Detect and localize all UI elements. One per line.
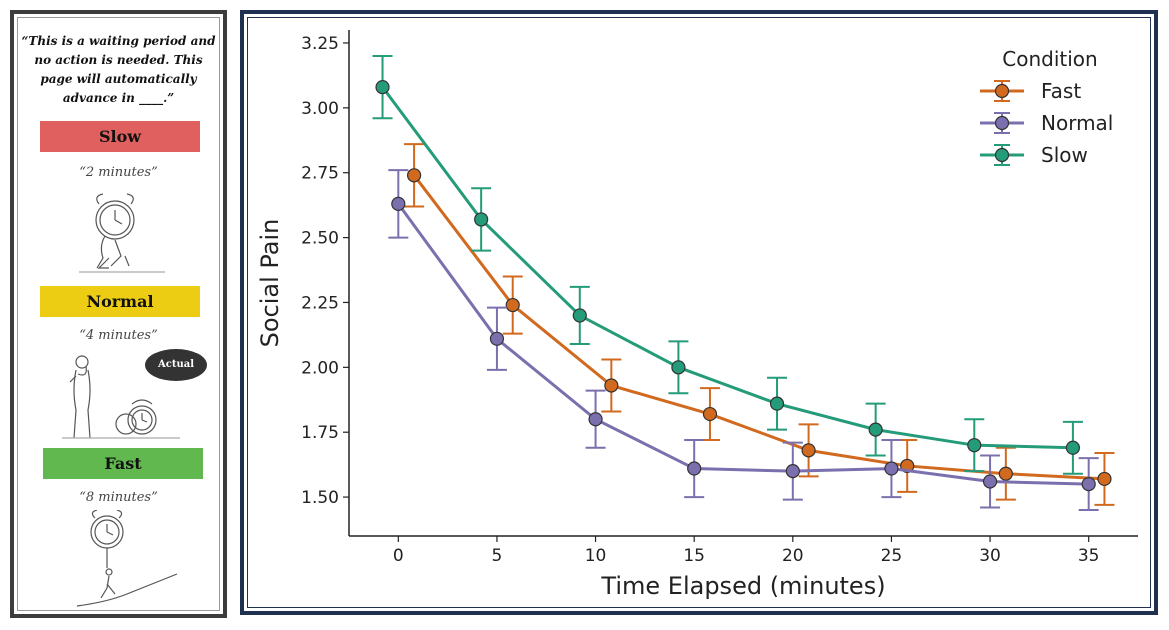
slow-point	[671, 360, 686, 375]
normal-point	[785, 464, 800, 479]
legend-label-normal: Normal	[1041, 111, 1113, 135]
normal-point	[687, 461, 702, 476]
person-pushing-clock-uphill-sketch	[76, 510, 178, 607]
fast-point	[801, 443, 816, 458]
fast-point	[604, 378, 619, 393]
normal-duration: “4 minutes”	[79, 328, 158, 343]
x-tick-label: 25	[881, 546, 903, 566]
normal-point	[489, 331, 505, 346]
normal-point	[884, 461, 899, 476]
legend: Condition Fast Normal Slow	[980, 47, 1113, 167]
slow-point	[967, 438, 982, 453]
normal-point	[1081, 477, 1096, 492]
legend-marker-slow	[994, 147, 1010, 163]
condition-panel-inner-border	[17, 17, 220, 611]
fast-line	[412, 174, 1105, 481]
normal-point	[982, 474, 998, 489]
slow-duration: “2 minutes”	[79, 165, 158, 180]
chart-panel	[240, 10, 1158, 615]
normal-line	[397, 202, 1089, 486]
legend-marker-fast	[994, 83, 1010, 99]
fast-point	[998, 466, 1013, 481]
x-tick-label: 5	[492, 546, 503, 566]
slow-point	[1065, 440, 1081, 455]
chart-panel-inner-border	[247, 17, 1151, 608]
fast-series	[404, 143, 1115, 506]
x-axis-title: Time Elapsed (minutes)	[600, 572, 885, 600]
actual-badge: Actual	[145, 349, 207, 381]
person-thinking-clock-sketch	[62, 355, 180, 439]
legend-label-slow: Slow	[1041, 143, 1088, 167]
fast-point	[702, 406, 718, 422]
legend-item-fast: Fast	[980, 79, 1081, 103]
condition-panel: “This is a waiting period and no action …	[10, 10, 227, 618]
normal-point	[588, 412, 603, 427]
tick-marks: 1.50 1.75 2.00 2.25 2.50 2.75 3.00 3.25 0 5 10 15 20…	[301, 34, 1099, 566]
y-axis-title: Social Pain	[256, 219, 284, 348]
normal-series	[388, 169, 1099, 512]
fast-condition-bar: Fast	[43, 448, 203, 479]
x-tick-label: 20	[782, 546, 804, 566]
slow-point	[868, 422, 883, 437]
y-tick-label: 2.75	[301, 164, 339, 184]
y-tick-label: 2.50	[301, 229, 339, 249]
legend-item-slow: Slow	[980, 143, 1088, 167]
slow-line	[381, 86, 1073, 450]
x-tick-label: 10	[585, 546, 607, 566]
slow-series	[372, 54, 1083, 475]
series	[372, 54, 1115, 512]
slow-point	[769, 396, 785, 411]
legend-marker-normal	[994, 115, 1010, 131]
y-tick-label: 1.75	[301, 423, 339, 443]
x-tick-label: 35	[1078, 546, 1100, 566]
fast-point	[1097, 471, 1112, 487]
normal-condition-bar: Normal	[40, 286, 200, 317]
y-tick-label: 2.00	[301, 358, 339, 378]
fast-duration: “8 minutes”	[79, 490, 158, 505]
slow-point	[572, 308, 587, 323]
x-tick-label: 0	[393, 546, 404, 566]
slow-point	[474, 212, 489, 227]
legend-label-fast: Fast	[1041, 79, 1081, 103]
slow-point	[375, 79, 390, 95]
y-tick-label: 2.25	[301, 293, 339, 313]
y-tick-label: 1.50	[301, 488, 339, 508]
legend-title: Condition	[1002, 47, 1097, 71]
y-tick-label: 3.00	[301, 99, 339, 119]
x-tick-label: 30	[979, 546, 1001, 566]
person-carrying-clock-sketch	[79, 193, 165, 273]
normal-point	[391, 196, 406, 211]
waiting-quote: “This is a waiting period and no action …	[21, 34, 216, 105]
axes	[348, 30, 1138, 537]
fast-point	[406, 168, 422, 183]
fast-point	[505, 297, 520, 313]
y-tick-label: 3.25	[301, 34, 339, 54]
slow-condition-bar: Slow	[40, 121, 200, 152]
x-tick-label: 15	[683, 546, 705, 566]
legend-item-normal: Normal	[980, 111, 1113, 135]
